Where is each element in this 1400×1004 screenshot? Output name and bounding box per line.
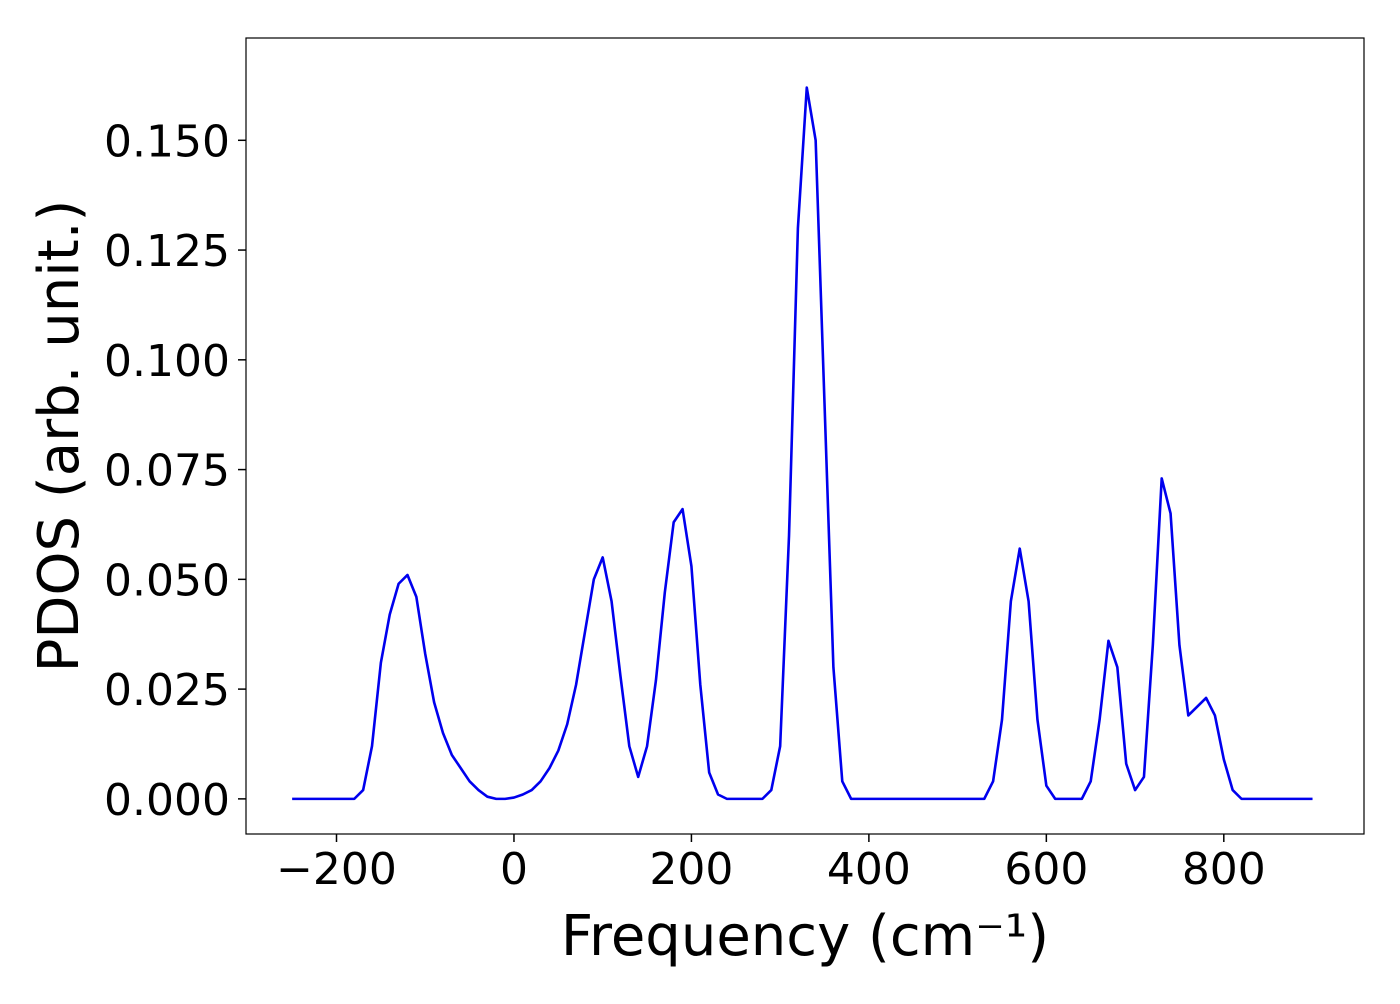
y-tick-label: 0.125: [104, 226, 230, 277]
x-tick-label: −200: [276, 844, 397, 895]
plot-frame: [245, 37, 1365, 835]
x-tick-label: 200: [649, 844, 733, 895]
x-tick-label: 800: [1182, 844, 1266, 895]
x-tick-label: 0: [500, 844, 528, 895]
y-tick-label: 0.100: [104, 336, 230, 387]
data-line: [292, 86, 1313, 801]
y-tick-label: 0.150: [104, 116, 230, 167]
y-tick-label: 0.050: [104, 555, 230, 606]
y-tick-label: 0.000: [104, 775, 230, 826]
y-tick-label: 0.025: [104, 665, 230, 716]
y-axis-label: PDOS (arb. unit.): [27, 200, 92, 673]
y-tick-label: 0.075: [104, 446, 230, 497]
x-tick-label: 600: [1004, 844, 1088, 895]
x-tick-label: 400: [827, 844, 911, 895]
x-axis-label: Frequency (cm⁻¹): [561, 904, 1049, 969]
